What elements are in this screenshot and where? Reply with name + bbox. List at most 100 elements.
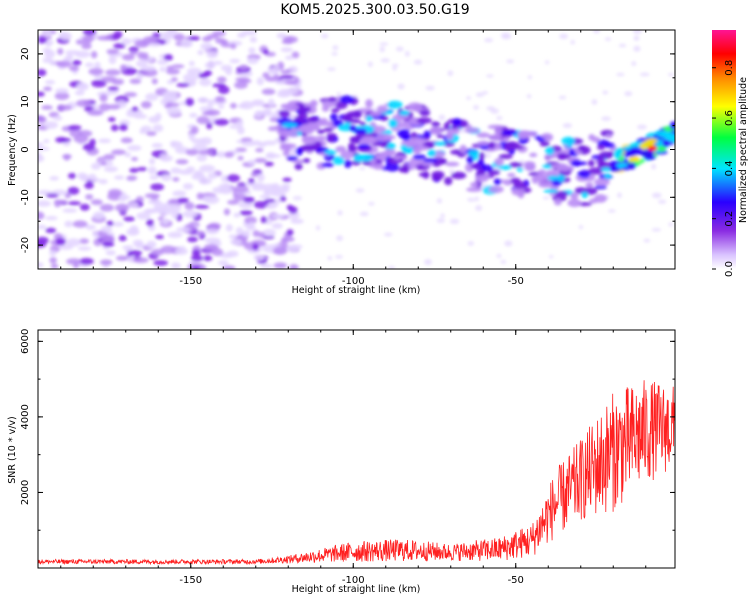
noise-blob (359, 211, 369, 217)
noise-blob (137, 51, 145, 60)
signal-blob (315, 135, 327, 141)
signal-blob (494, 157, 504, 166)
noise-blob (171, 77, 178, 82)
signal-blob (585, 182, 594, 189)
noise-blob (153, 202, 167, 211)
signal-blob (523, 161, 536, 168)
noise-blob (280, 69, 290, 75)
noise-blob (146, 240, 157, 249)
signal-blob (276, 117, 293, 125)
noise-blob (562, 123, 573, 129)
signal-blob (594, 194, 607, 203)
noise-blob (145, 208, 155, 214)
noise-blob (119, 64, 127, 72)
noise-blob (228, 234, 238, 239)
signal-blob (537, 137, 545, 142)
noise-blob (217, 260, 229, 266)
noise-blob (53, 115, 63, 121)
noise-blob (549, 255, 554, 259)
noise-blob (250, 172, 259, 177)
noise-blob (49, 257, 57, 264)
signal-blob (321, 105, 330, 112)
signal-blob (545, 169, 560, 178)
signal-blob (419, 109, 431, 117)
noise-blob (65, 50, 81, 55)
noise-blob (79, 203, 90, 211)
noise-blob (633, 35, 640, 41)
noise-blob (327, 255, 333, 261)
noise-blob (41, 105, 53, 110)
spectrogram-ytick-label: 0 (20, 146, 31, 152)
noise-blob (637, 124, 647, 130)
signal-blob (543, 189, 558, 194)
noise-blob (192, 249, 201, 257)
noise-blob (43, 30, 52, 37)
signal-blob (436, 134, 444, 139)
noise-blob (230, 43, 237, 50)
signal-blob (375, 133, 392, 142)
signal-blob (481, 164, 494, 172)
noise-blob (276, 32, 287, 39)
signal-blob (384, 147, 396, 157)
noise-blob (112, 221, 124, 227)
noise-blob (49, 250, 57, 257)
signal-blob (498, 153, 513, 160)
signal-blob (470, 182, 479, 188)
noise-blob (544, 60, 550, 65)
noise-blob (256, 77, 265, 86)
noise-blob (526, 94, 532, 99)
noise-blob (214, 118, 229, 126)
noise-blob (284, 80, 299, 85)
noise-blob (190, 254, 203, 262)
snr-panel: -150 -100 -50 2000 4000 6000 Height of straig… (7, 329, 676, 595)
noise-blob (149, 175, 159, 180)
noise-blob (247, 57, 259, 65)
noise-blob (199, 78, 212, 87)
signal-blob (497, 164, 512, 171)
signal-blob (287, 155, 299, 161)
noise-blob (496, 115, 503, 121)
noise-blob (145, 93, 159, 101)
noise-blob (75, 99, 91, 107)
noise-blob (38, 115, 47, 124)
signal-blob (352, 110, 363, 119)
noise-blob (182, 183, 194, 190)
noise-blob (223, 208, 231, 216)
noise-blob (253, 254, 266, 261)
noise-blob (289, 264, 299, 269)
signal-blob (326, 133, 337, 138)
signal-blob (623, 145, 631, 151)
signal-blob (291, 159, 306, 164)
noise-blob (286, 229, 294, 236)
noise-blob (38, 36, 48, 44)
noise-blob (189, 112, 198, 118)
noise-blob (176, 227, 191, 232)
signal-blob (531, 175, 539, 184)
noise-blob (392, 63, 399, 67)
noise-blob (129, 225, 139, 234)
signal-blob (544, 147, 555, 156)
snr-ylabel: SNR (10 * v/v) (7, 416, 18, 484)
noise-blob (282, 88, 299, 95)
noise-blob (49, 61, 57, 66)
noise-blob (38, 189, 53, 195)
noise-blob (264, 198, 276, 203)
noise-blob (153, 260, 169, 266)
noise-blob (227, 199, 240, 205)
noise-blob (81, 42, 92, 50)
noise-blob (559, 33, 569, 40)
signal-blob (372, 163, 385, 170)
noise-blob (267, 98, 275, 107)
noise-blob (194, 204, 210, 209)
signal-blob (466, 187, 482, 192)
snr-xtick-label: -50 (508, 575, 524, 586)
noise-blob (38, 211, 45, 220)
noise-blob (82, 35, 95, 42)
noise-blob (140, 100, 152, 109)
spectrogram-ylabel: Frequency (Hz) (7, 114, 18, 186)
noise-blob (639, 72, 650, 77)
noise-blob (148, 42, 161, 47)
noise-blob (166, 68, 180, 75)
noise-blob (38, 69, 47, 77)
noise-blob (38, 236, 49, 245)
